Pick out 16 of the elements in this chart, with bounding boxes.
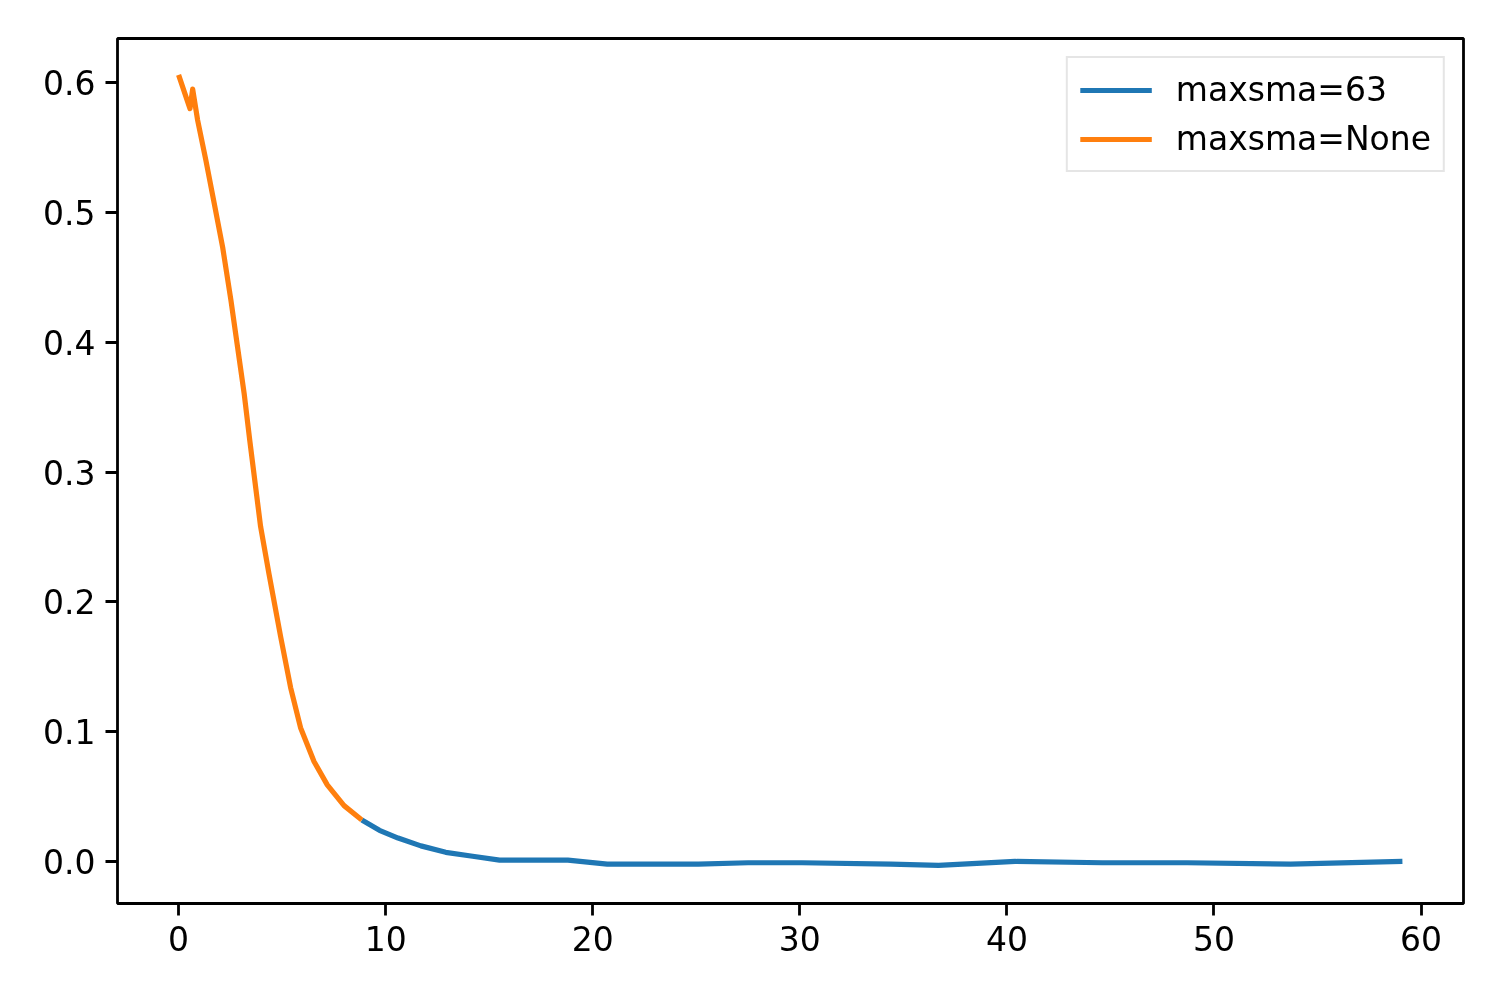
y-tick-label: 0.2	[43, 583, 96, 623]
x-tick-label: 40	[985, 919, 1028, 959]
legend-label: maxsma=None	[1175, 119, 1431, 158]
x-tick-label: 50	[1192, 919, 1235, 959]
x-tick-label: 30	[778, 919, 821, 959]
x-tick-label: 0	[168, 919, 190, 959]
x-tick-label: 10	[364, 919, 407, 959]
y-tick-label: 0.1	[43, 713, 96, 753]
y-tick-label: 0.3	[43, 453, 96, 493]
y-tick-label: 0.6	[43, 64, 96, 104]
y-tick-label: 0.4	[43, 323, 96, 363]
y-tick-label: 0.5	[43, 193, 96, 233]
x-tick-label: 60	[1400, 919, 1443, 959]
legend-label: maxsma=63	[1175, 70, 1387, 109]
x-tick-label: 20	[571, 919, 614, 959]
y-tick-label: 0.0	[43, 842, 96, 882]
